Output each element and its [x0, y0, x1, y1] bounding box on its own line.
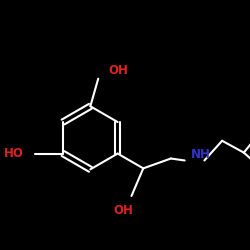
Text: NH: NH [190, 148, 210, 161]
Text: HO: HO [4, 147, 24, 160]
Text: OH: OH [114, 204, 134, 217]
Text: OH: OH [108, 64, 128, 77]
